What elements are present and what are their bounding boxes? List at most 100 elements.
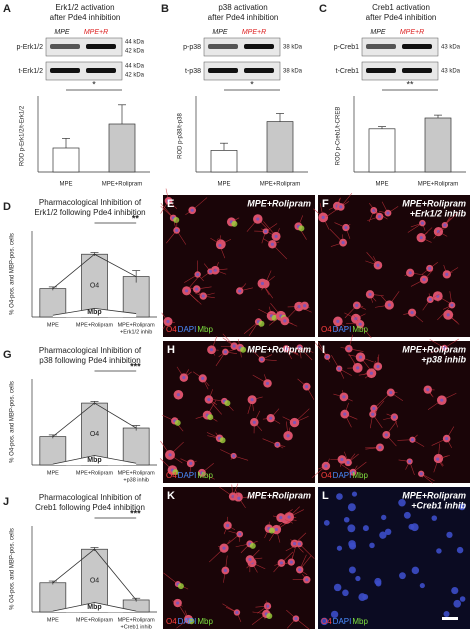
nucleus xyxy=(344,225,348,230)
nucleus xyxy=(347,503,356,512)
significance: ** xyxy=(406,79,414,89)
nucleus xyxy=(362,525,369,532)
nucleus xyxy=(264,229,268,234)
process xyxy=(163,572,179,585)
stain-name: Mbp xyxy=(352,325,368,334)
y-axis-label: % O4-pos. and MBP-pos. cells xyxy=(10,233,16,315)
series-label: Mbp xyxy=(87,309,101,316)
chart-title: Creb1 following Pde4 inhibition xyxy=(35,503,145,512)
kda-label: 43 kDa xyxy=(441,45,461,51)
panel-letter: F xyxy=(322,198,329,210)
chart-title: p38 following Pde4 inhibition xyxy=(39,356,140,365)
mbp-spot xyxy=(224,400,231,407)
image-caption: MPE+Rolipram xyxy=(402,198,466,208)
nucleus xyxy=(201,376,205,380)
mbp-spot xyxy=(173,216,180,223)
mbp-area xyxy=(52,455,137,465)
nucleus xyxy=(190,208,194,212)
panel-letter: J xyxy=(3,496,9,508)
bar xyxy=(52,147,80,173)
mbp-spot xyxy=(207,414,214,421)
stain-name: O4 xyxy=(166,471,177,480)
stain-name: DAPI xyxy=(333,617,352,626)
image-caption: +Creb1 inhib xyxy=(411,500,466,510)
nucleus xyxy=(274,234,278,238)
x-tick-label: +Creb1 inhib xyxy=(120,624,151,630)
nucleus xyxy=(339,205,343,209)
mbp-spot xyxy=(266,612,273,619)
blot-label: p-Erk1/2 xyxy=(17,44,44,51)
nucleus xyxy=(356,366,360,370)
stain-name: O4 xyxy=(321,325,332,334)
nucleus xyxy=(341,241,345,245)
chart-title: Pharmacological Inhibition of xyxy=(39,198,142,207)
nucleus xyxy=(196,272,200,277)
chart-title: Pharmacological Inhibition of xyxy=(39,493,142,502)
nucleus xyxy=(451,587,459,595)
nucleus xyxy=(213,268,217,272)
x-tick-label: +Erk1/2 inhib xyxy=(120,329,152,335)
nucleus xyxy=(372,208,376,213)
image-caption: MPE+Rolipram xyxy=(402,490,466,500)
stain-name: O4 xyxy=(321,617,332,626)
nucleus xyxy=(440,398,444,402)
nucleus xyxy=(408,459,412,463)
micrograph xyxy=(163,487,315,629)
nucleus xyxy=(398,498,406,507)
nucleus xyxy=(293,542,297,546)
mbp-spot xyxy=(249,542,256,549)
stain-name: O4 xyxy=(166,325,177,334)
stain-name: DAPI xyxy=(333,471,352,480)
nucleus xyxy=(379,531,387,539)
nucleus xyxy=(289,560,293,564)
panel-letter: C xyxy=(319,3,327,15)
blot-band xyxy=(50,44,80,49)
blot xyxy=(203,37,281,57)
nucleus xyxy=(422,278,426,282)
stain-name: Mbp xyxy=(197,325,213,334)
nucleus xyxy=(436,457,440,461)
blot-label: p-p38 xyxy=(183,44,201,51)
y-axis-label: ROD p-p38/t-p38 xyxy=(178,113,184,159)
image-caption: MPE+Rolipram xyxy=(247,490,311,500)
nucleus xyxy=(408,523,415,530)
x-tick-label: MPE+Rolipram xyxy=(260,182,301,188)
nucleus xyxy=(252,420,256,424)
kda-label: 38 kDa xyxy=(283,45,303,51)
blot-band xyxy=(86,44,116,49)
o4-line xyxy=(52,548,137,601)
panel-letter: D xyxy=(3,201,11,213)
nucleus xyxy=(445,272,449,276)
y-axis-label: ROD p-Erk1/2/t-Erk1/2 xyxy=(20,105,26,166)
nucleus xyxy=(442,346,447,350)
nucleus xyxy=(372,406,376,411)
image-caption: +Erk1/2 inhib xyxy=(410,208,467,218)
nucleus xyxy=(265,381,270,386)
series-label: O4 xyxy=(90,282,99,289)
chart-title: Erk1/2 following Pde4 inhibition xyxy=(34,208,145,217)
nucleus xyxy=(378,445,382,450)
stain-name: Mbp xyxy=(197,617,213,626)
panel-letter: A xyxy=(3,3,11,15)
nucleus xyxy=(182,376,186,380)
o4-line xyxy=(52,253,137,289)
series-label: O4 xyxy=(90,431,99,438)
bar xyxy=(39,582,67,613)
stain-name: DAPI xyxy=(178,471,197,480)
nucleus xyxy=(355,303,359,307)
kda-label: 38 kDa xyxy=(283,69,303,75)
kda-label: 44 kDa xyxy=(125,40,145,46)
nucleus xyxy=(175,228,179,232)
image-caption: MPE+Rolipram xyxy=(402,344,466,354)
nucleus xyxy=(410,438,415,442)
nucleus xyxy=(168,453,172,457)
micrograph xyxy=(163,341,315,483)
x-tick-label: MPE+Rolipram xyxy=(418,182,459,188)
mbp-spot xyxy=(231,220,238,227)
nucleus xyxy=(286,434,290,438)
chart-title: after Pde4 inhibition xyxy=(366,13,437,22)
nucleus xyxy=(392,415,396,419)
nucleus xyxy=(298,568,302,572)
blot xyxy=(361,37,439,57)
process xyxy=(299,543,315,559)
